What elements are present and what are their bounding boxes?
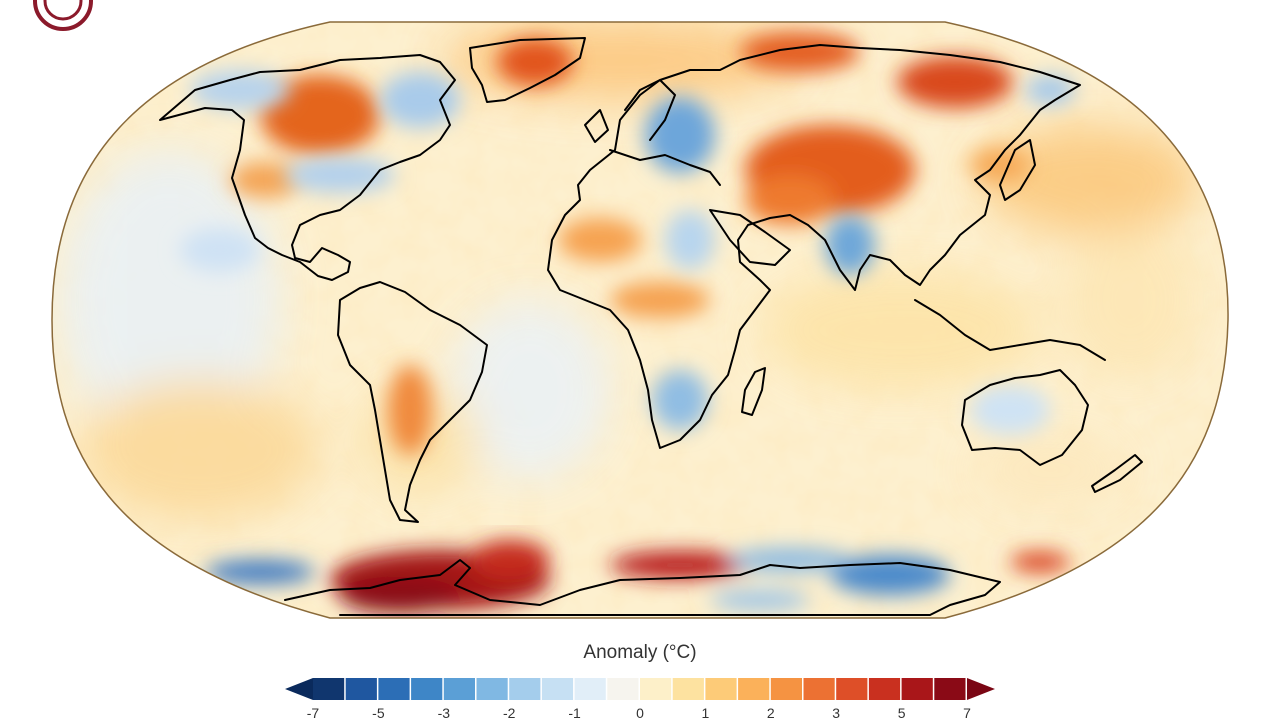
iberia-med-coast (609, 149, 721, 186)
colorbar-swatch (934, 678, 966, 700)
north-america-coast (159, 54, 456, 281)
colorbar-over-arrow (967, 678, 995, 700)
coastlines (159, 37, 1143, 616)
colorbar-under-arrow (285, 678, 313, 700)
colorbar-tick-label: -7 (307, 705, 320, 720)
madagascar-coast (741, 367, 766, 416)
scandinavia-coast (624, 79, 676, 141)
southeast-asia-islands (914, 299, 1106, 361)
colorbar-swatch (476, 678, 508, 700)
colorbar-swatch (901, 678, 933, 700)
colorbar-swatch (836, 678, 868, 700)
colorbar-swatches (285, 678, 995, 700)
colorbar-swatch (607, 678, 639, 700)
colorbar-swatch (541, 678, 574, 700)
japan-coast (999, 139, 1036, 201)
colorbar-tick-label: -5 (372, 705, 385, 720)
antarctica-coast (284, 559, 1001, 616)
eurasia-africa-coast (547, 44, 1081, 449)
colorbar-swatch (640, 678, 672, 700)
colorbar-swatch (509, 678, 541, 700)
colorbar-tick-label: 5 (898, 705, 906, 720)
colorbar-swatch (705, 678, 737, 700)
colorbar-swatch (378, 678, 410, 700)
colorbar-swatch (672, 678, 704, 700)
new-zealand-coast (1091, 454, 1143, 493)
colorbar-tick-label: 3 (832, 705, 840, 720)
south-america-coast (337, 281, 488, 523)
colorbar-tick-label: 1 (702, 705, 710, 720)
australia-coast (961, 369, 1089, 466)
colorbar: -7 -5 -3 -2 -1 0 1 2 3 5 7 (285, 678, 995, 720)
colorbar-labels: -7 -5 -3 -2 -1 0 1 2 3 5 7 (307, 705, 971, 720)
colorbar-swatch (411, 678, 443, 700)
colorbar-tick-label: -1 (568, 705, 581, 720)
legend-title: Anomaly (°C) (583, 642, 697, 663)
colorbar-swatch (738, 678, 770, 700)
uk-coast (584, 109, 609, 143)
colorbar-swatch (345, 678, 377, 700)
colorbar-tick-label: 0 (636, 705, 644, 720)
organization-logo-icon (33, 0, 93, 31)
arabia-coast (709, 209, 791, 266)
greenland-coast (469, 37, 586, 103)
colorbar-swatch (574, 678, 606, 700)
colorbar-tick-label: 7 (963, 705, 971, 720)
colorbar-tick-label: -2 (503, 705, 516, 720)
colorbar-swatch (868, 678, 901, 700)
colorbar-swatch (313, 678, 345, 700)
colorbar-swatch (803, 678, 835, 700)
colorbar-tick-label: -3 (438, 705, 451, 720)
anomaly-field (52, 22, 1229, 618)
colorbar-swatch (443, 678, 475, 700)
colorbar-tick-label: 2 (767, 705, 775, 720)
temperature-anomaly-map (51, 21, 1229, 619)
map-border (51, 21, 1229, 619)
colorbar-swatch (770, 678, 802, 700)
